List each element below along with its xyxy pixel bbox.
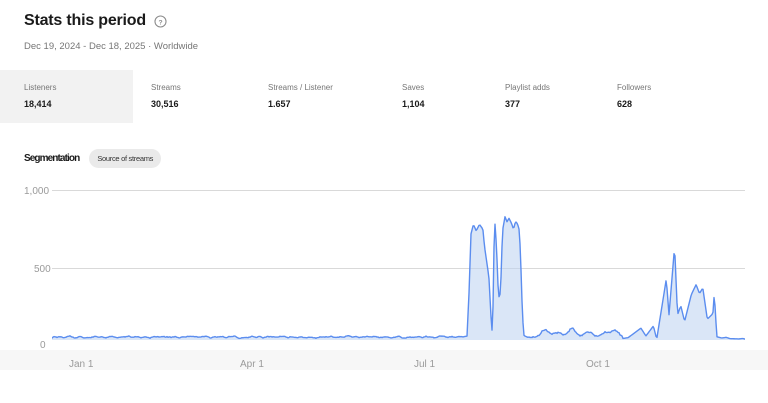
- svg-text:?: ?: [158, 19, 162, 26]
